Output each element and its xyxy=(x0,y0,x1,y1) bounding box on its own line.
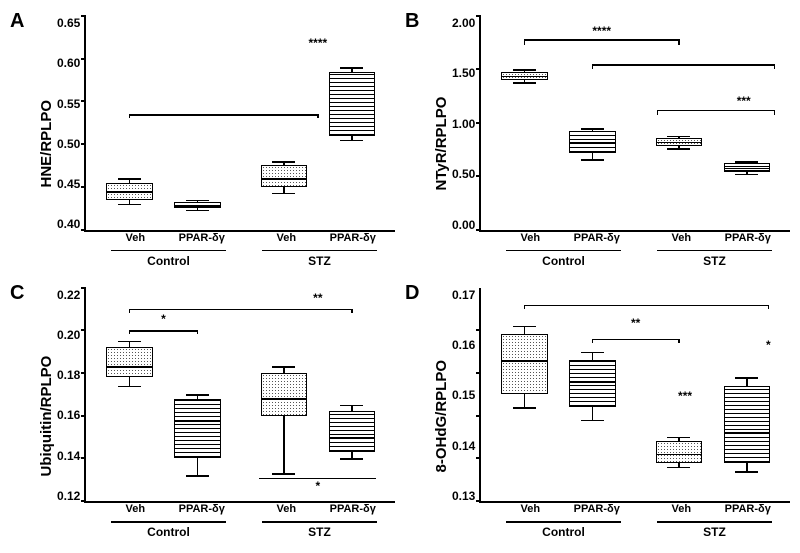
y-tick-label: 0.50 xyxy=(57,137,80,151)
panel-D: D8-OHdG/RPLPO0.170.160.150.140.13******V… xyxy=(405,282,790,544)
group-label: Control xyxy=(147,254,190,268)
significance-marker: **** xyxy=(592,25,611,37)
x-tick-label: Veh xyxy=(276,232,296,244)
significance-marker: ** xyxy=(313,292,322,304)
boxplot-box xyxy=(261,165,307,186)
x-tick-label: PPAR-δγ xyxy=(574,232,620,244)
plot-region: ****** xyxy=(479,288,790,504)
group-label: Control xyxy=(147,525,190,539)
y-tick-label: 0.13 xyxy=(452,489,475,503)
group-label: STZ xyxy=(308,254,331,268)
y-tick-label: 0.16 xyxy=(452,338,475,352)
x-tick-label: Veh xyxy=(671,232,691,244)
plot-region: ******* xyxy=(479,16,790,232)
x-tick-label: PPAR-δγ xyxy=(574,503,620,515)
boxplot-box xyxy=(569,360,615,407)
y-tick-label: 0.45 xyxy=(57,177,80,191)
y-tick-label: 0.18 xyxy=(57,368,80,382)
boxplot-box xyxy=(106,183,152,200)
plot-region: **** xyxy=(84,288,395,504)
significance-marker: * xyxy=(315,480,320,492)
y-tick-label: 0.50 xyxy=(452,167,475,181)
panel-A: A HNE/RPLPO0.65 0.60 0.55 0.50 0.45 0.40 **** Ve… xyxy=(10,10,395,272)
x-tick-label: Veh xyxy=(125,503,145,515)
panel-B: BNTyR/RPLPO2.001.501.000.500.00*******Ve… xyxy=(405,10,790,272)
y-tick-label: 0.17 xyxy=(452,288,475,302)
significance-marker: *** xyxy=(737,95,751,107)
significance-marker: *** xyxy=(678,390,692,402)
x-tick-label: Veh xyxy=(671,503,691,515)
group-label: STZ xyxy=(703,254,726,268)
boxplot-box xyxy=(261,373,307,416)
x-tick-label: Veh xyxy=(520,503,540,515)
y-tick-label: 2.00 xyxy=(452,16,475,30)
panel-label: B xyxy=(405,10,419,33)
panel-label: A xyxy=(10,10,24,33)
panel-label: C xyxy=(10,282,24,305)
y-tick-label: 0.40 xyxy=(57,217,80,231)
y-tick-label: 1.50 xyxy=(452,66,475,80)
significance-marker: **** xyxy=(308,37,327,49)
panel-label: D xyxy=(405,282,419,305)
y-tick-label: 0.22 xyxy=(57,288,80,302)
boxplot-box xyxy=(329,72,375,136)
x-tick-label: Veh xyxy=(125,232,145,244)
group-label: Control xyxy=(542,254,585,268)
y-tick-label: 0.14 xyxy=(452,439,475,453)
significance-marker: * xyxy=(161,313,166,325)
y-axis-label: 8-OHdG/RPLPO xyxy=(431,288,452,544)
x-tick-label: PPAR-δγ xyxy=(330,503,376,515)
plot-region: **** xyxy=(84,16,395,232)
boxplot-box xyxy=(724,163,770,172)
x-tick-label: PPAR-δγ xyxy=(725,232,771,244)
boxplot-box xyxy=(329,411,375,452)
y-tick-label: 0.12 xyxy=(57,489,80,503)
boxplot-box xyxy=(656,441,702,462)
boxplot-box xyxy=(569,131,615,152)
y-axis-label: Ubiquitin/RPLPO xyxy=(36,288,57,544)
group-label: STZ xyxy=(703,525,726,539)
y-tick-label: 0.55 xyxy=(57,97,80,111)
group-label: STZ xyxy=(308,525,331,539)
y-tick-label: 0.60 xyxy=(57,56,80,70)
boxplot-box xyxy=(174,202,220,208)
boxplot-box xyxy=(174,399,220,459)
y-tick-label: 0.65 xyxy=(57,16,80,30)
y-tick-label: 0.00 xyxy=(452,218,475,232)
x-tick-label: Veh xyxy=(520,232,540,244)
x-tick-label: Veh xyxy=(276,503,296,515)
significance-marker: ** xyxy=(631,317,640,329)
boxplot-box xyxy=(501,72,547,81)
y-axis-label: HNE/RPLPO xyxy=(36,16,57,272)
boxplot-box xyxy=(501,334,547,394)
boxplot-box xyxy=(724,386,770,463)
y-tick-label: 0.15 xyxy=(452,388,475,402)
boxplot-box xyxy=(656,138,702,147)
x-tick-label: PPAR-δγ xyxy=(179,232,225,244)
y-tick-label: 1.00 xyxy=(452,117,475,131)
significance-marker: * xyxy=(766,339,771,351)
x-tick-label: PPAR-δγ xyxy=(179,503,225,515)
group-label: Control xyxy=(542,525,585,539)
boxplot-box xyxy=(106,347,152,377)
y-tick-label: 0.14 xyxy=(57,449,80,463)
y-tick-label: 0.16 xyxy=(57,408,80,422)
x-tick-label: PPAR-δγ xyxy=(330,232,376,244)
x-tick-label: PPAR-δγ xyxy=(725,503,771,515)
panel-C: C Ubiquitin/RPLPO0.22 0.20 0.18 0.16 0.14 0.12… xyxy=(10,282,395,544)
y-axis-label: NTyR/RPLPO xyxy=(431,16,452,272)
y-tick-label: 0.20 xyxy=(57,328,80,342)
